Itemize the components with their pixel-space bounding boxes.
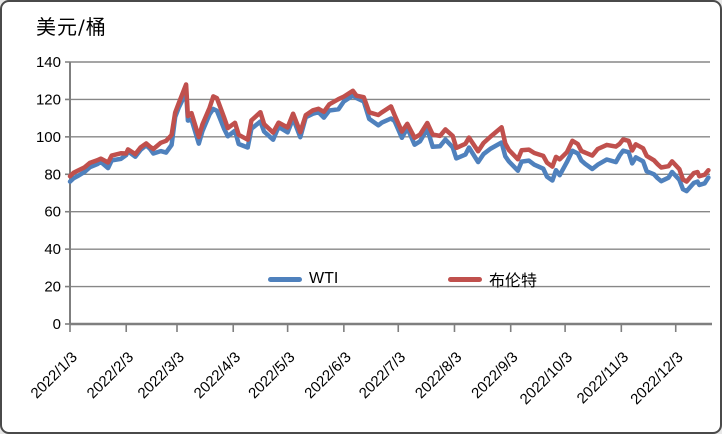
- x-tick-label: 2022/10/3: [517, 349, 576, 408]
- y-tick-label: 20: [44, 279, 61, 296]
- x-tick-label: 2022/11/3: [574, 349, 632, 407]
- y-axis-title: 美元/桶: [36, 15, 107, 39]
- x-tick-label: 2022/3/3: [135, 349, 188, 402]
- x-tick-label: 2022/7/3: [356, 349, 409, 402]
- x-tick-label: 2022/1/3: [28, 349, 81, 402]
- x-tick-label: 2022/9/3: [468, 349, 521, 402]
- x-tick-label: 2022/5/3: [245, 349, 298, 402]
- y-tick-label: 40: [44, 241, 61, 258]
- x-tick-label: 2022/6/3: [301, 349, 354, 402]
- y-tick-label: 0: [53, 316, 61, 333]
- wti-series-line: [67, 90, 711, 194]
- y-tick-label: 60: [44, 204, 61, 221]
- y-tick-label: 140: [36, 54, 61, 71]
- x-tick-label: 2022/8/3: [412, 349, 465, 402]
- y-tick-label: 80: [44, 166, 61, 183]
- x-tick-label: 2022/4/3: [191, 349, 244, 402]
- brent-series-line: [67, 82, 711, 184]
- y-tick-label: 120: [36, 91, 61, 108]
- x-tick-label: 2022/2/3: [84, 349, 137, 402]
- y-tick-label: 100: [36, 129, 61, 146]
- x-tick-label: 2022/12/3: [627, 349, 686, 408]
